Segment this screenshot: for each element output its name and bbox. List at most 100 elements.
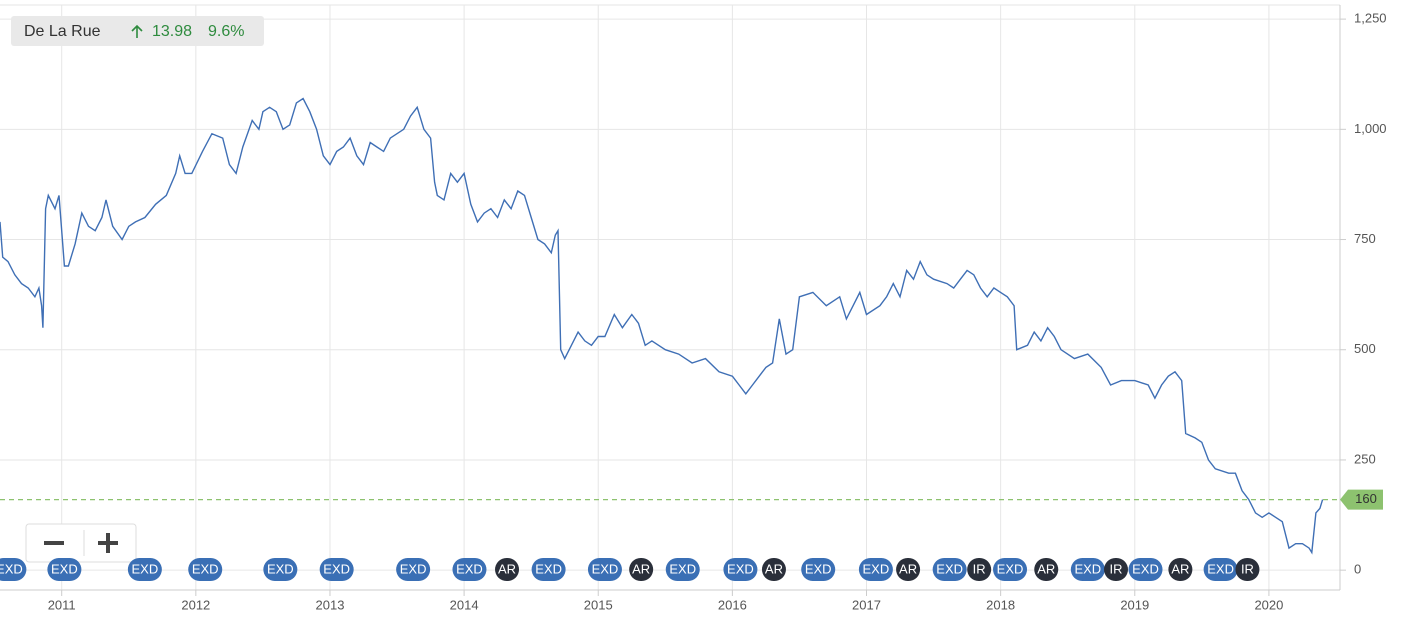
event-pill <box>1235 558 1260 581</box>
event-pill <box>319 558 354 581</box>
zoom-box <box>25 523 137 563</box>
event-label: EXD <box>1074 561 1101 576</box>
event-label: EXD <box>863 561 890 576</box>
stock-name: De La Rue <box>24 23 101 40</box>
event-marker: EXD <box>858 558 893 581</box>
zoom-out[interactable] <box>44 541 64 545</box>
zoom-controls <box>25 523 137 563</box>
event-pill <box>1203 558 1238 581</box>
event-pill <box>1128 558 1163 581</box>
event-pill <box>761 558 786 581</box>
up-arrow <box>131 24 143 38</box>
event-marker: EXD <box>319 558 354 581</box>
change-pct: 9.6% <box>208 23 244 40</box>
zoom-in[interactable] <box>98 533 118 553</box>
event-marker: EXD <box>0 558 27 581</box>
event-label: AR <box>1171 561 1189 576</box>
event-marker: EXD <box>723 558 758 581</box>
event-label: IR <box>1241 561 1254 576</box>
y-tick-label: 500 <box>1354 341 1376 356</box>
event-label: EXD <box>323 561 350 576</box>
last-price-tag <box>1340 489 1383 510</box>
event-marker: IR <box>1235 558 1260 581</box>
event-pill <box>1034 558 1059 581</box>
event-marker: EXD <box>531 558 566 581</box>
event-marker: EXD <box>452 558 487 581</box>
x-tick-label: 2012 <box>181 597 210 612</box>
event-marker: IR <box>1103 558 1128 581</box>
event-pill <box>723 558 758 581</box>
x-tick-label: 2017 <box>852 597 881 612</box>
event-label: AR <box>498 561 516 576</box>
event-pill <box>801 558 836 581</box>
event-label: EXD <box>400 561 427 576</box>
event-label: EXD <box>192 561 219 576</box>
event-marker: EXD <box>396 558 431 581</box>
event-label: EXD <box>131 561 158 576</box>
event-pill <box>1168 558 1193 581</box>
event-marker: AR <box>1168 558 1193 581</box>
event-marker: EXD <box>263 558 298 581</box>
event-label: EXD <box>1207 561 1234 576</box>
event-marker: EXD <box>801 558 836 581</box>
event-marker: AR <box>629 558 654 581</box>
event-pill <box>0 558 27 581</box>
x-tick-label: 2011 <box>48 597 76 612</box>
event-pill <box>1070 558 1105 581</box>
event-label: EXD <box>936 561 963 576</box>
event-marker: EXD <box>1128 558 1163 581</box>
event-pill <box>452 558 487 581</box>
event-pill <box>858 558 893 581</box>
event-marker: AR <box>761 558 786 581</box>
event-marker: EXD <box>127 558 162 581</box>
event-label: EXD <box>0 561 23 576</box>
event-marker: EXD <box>587 558 622 581</box>
price-line <box>0 97 1324 555</box>
event-marker: AR <box>495 558 520 581</box>
event-marker: AR <box>896 558 921 581</box>
event-label: IR <box>973 561 986 576</box>
event-pill <box>396 558 431 581</box>
event-marker: EXD <box>188 558 223 581</box>
event-pill <box>587 558 622 581</box>
event-label: EXD <box>997 561 1024 576</box>
x-tick-label: 2019 <box>1120 597 1149 612</box>
event-pill <box>495 558 520 581</box>
event-label: AR <box>632 561 650 576</box>
event-marker: AR <box>1034 558 1059 581</box>
y-tick-label: 750 <box>1354 231 1376 246</box>
x-tick-label: 2016 <box>718 597 747 612</box>
event-pill <box>531 558 566 581</box>
y-tick-label: 1,250 <box>1354 11 1387 26</box>
event-label: EXD <box>1132 561 1159 576</box>
grid <box>0 5 1340 590</box>
last-price-label: 160 <box>1355 491 1377 506</box>
y-tick-label: 0 <box>1354 562 1361 577</box>
event-pill <box>1103 558 1128 581</box>
event-pill <box>932 558 967 581</box>
event-label: AR <box>1037 561 1055 576</box>
plot <box>0 97 1324 555</box>
event-label: EXD <box>592 561 619 576</box>
event-label: EXD <box>669 561 696 576</box>
x-tick-label: 2013 <box>316 597 345 612</box>
event-marker: EXD <box>1070 558 1105 581</box>
event-label: EXD <box>805 561 832 576</box>
x-tick-label: 2015 <box>584 597 613 612</box>
change: 13.98 <box>152 23 192 40</box>
event-pill <box>896 558 921 581</box>
x-tick-label: 2018 <box>986 597 1015 612</box>
event-pill <box>188 558 223 581</box>
event-pill <box>665 558 700 581</box>
event-label: EXD <box>535 561 562 576</box>
event-pill <box>127 558 162 581</box>
event-marker: IR <box>967 558 992 581</box>
event-label: IR <box>1109 561 1122 576</box>
event-label: AR <box>899 561 917 576</box>
event-label: EXD <box>267 561 294 576</box>
event-label: EXD <box>727 561 754 576</box>
event-label: EXD <box>456 561 483 576</box>
event-label: AR <box>765 561 783 576</box>
event-label: EXD <box>51 561 78 576</box>
